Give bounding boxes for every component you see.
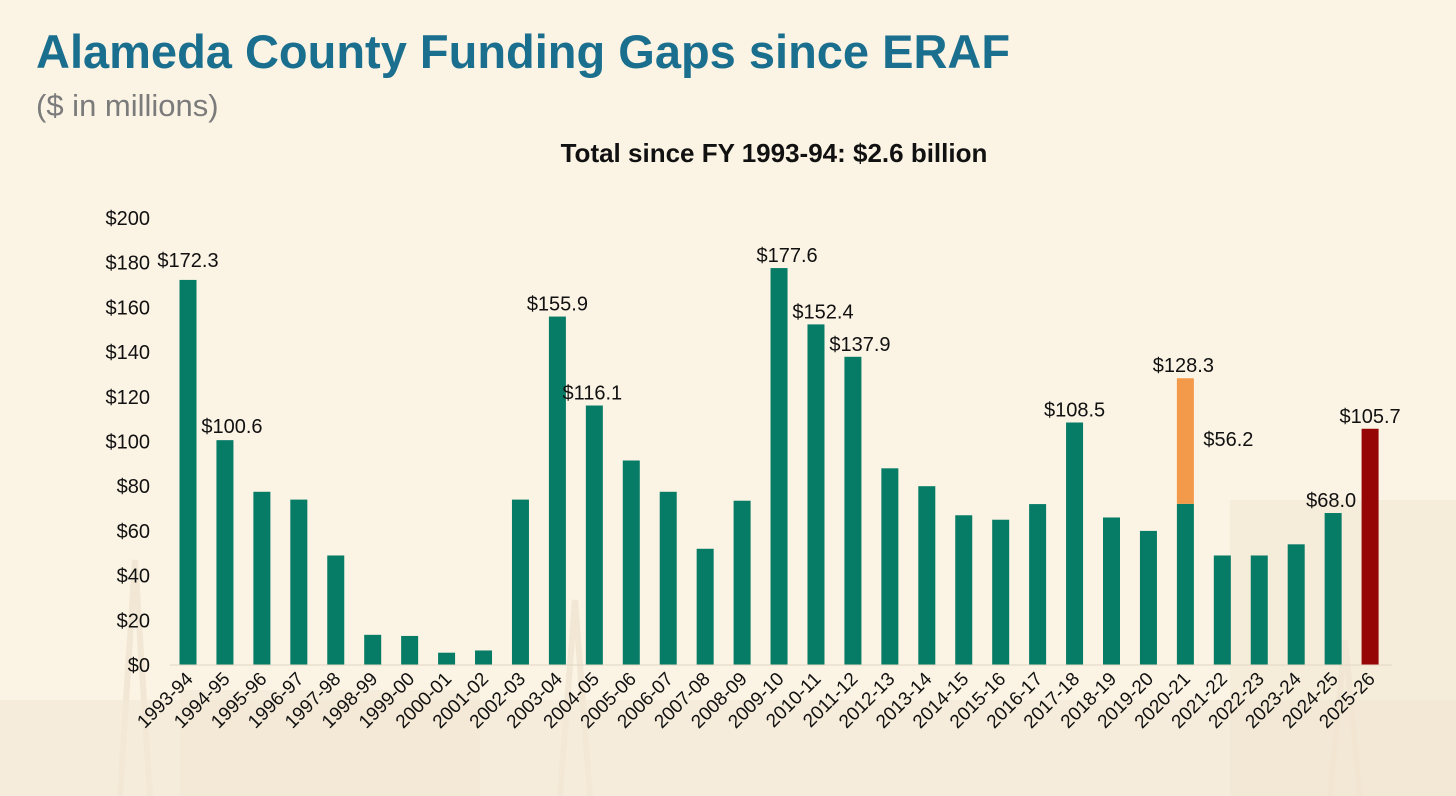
data-label-2009-10: $177.6 (756, 245, 817, 267)
data-label-2003-04: $155.9 (527, 294, 588, 316)
bar-2008-09 (733, 500, 751, 665)
bar-2003-04 (548, 316, 566, 665)
bar-2006-07 (659, 491, 677, 665)
bar-2024-25 (1324, 513, 1342, 665)
y-tick-label: $80 (117, 476, 150, 498)
y-tick-label: $40 (117, 566, 150, 588)
y-tick-label: $20 (117, 610, 150, 632)
bar-2025-26-segment-2 (1361, 428, 1379, 665)
data-label-2024-25: $68.0 (1306, 490, 1356, 512)
x-axis: 1993-941994-951995-961996-971997-981998-… (133, 664, 1392, 733)
y-tick-label: $100 (106, 432, 151, 454)
data-label-2011-12: $137.9 (829, 334, 890, 356)
bar-2010-11 (807, 324, 825, 665)
data-label-2010-11: $152.4 (792, 301, 853, 323)
bar-2011-12 (844, 356, 862, 665)
bar-2009-10 (770, 268, 788, 665)
bar-2001-02 (475, 650, 493, 665)
data-label-2025-26: $105.7 (1339, 406, 1400, 428)
data-label-2004-05: $116.1 (562, 383, 622, 405)
bar-1998-99 (364, 634, 382, 665)
bar-1993-94 (179, 279, 197, 665)
bar-2016-17 (1029, 504, 1047, 665)
bar-2023-24 (1287, 544, 1305, 665)
bar-2015-16 (992, 519, 1010, 665)
y-tick-label: $200 (106, 208, 151, 230)
data-label-1994-95: $100.6 (201, 416, 262, 438)
bar-2020-21-segment-1 (1176, 378, 1194, 504)
y-tick-label: $180 (106, 253, 151, 275)
chart-title: Total since FY 1993-94: $2.6 billion (560, 138, 988, 168)
y-tick-label: $160 (106, 297, 151, 319)
bar-1999-00 (401, 635, 419, 665)
bar-2017-18 (1066, 422, 1084, 665)
bar-1995-96 (253, 491, 271, 665)
bar-2021-22 (1213, 555, 1231, 665)
bar-2005-06 (622, 460, 640, 665)
bar-2000-01 (438, 652, 456, 665)
y-tick-label: $60 (117, 521, 150, 543)
y-tick-label: $140 (106, 342, 151, 364)
bar-2002-03 (511, 499, 529, 665)
y-axis: $0 $20 $40 $60 $80 $100 $120 $140 $160 $180 $200 (106, 208, 151, 677)
bars (179, 268, 1379, 665)
bar-2019-20 (1139, 530, 1157, 665)
bar-1996-97 (290, 499, 308, 665)
bar-1994-95 (216, 440, 234, 665)
bar-2012-13 (881, 468, 899, 665)
data-label-2017-18: $108.5 (1044, 400, 1105, 422)
data-labels: $172.3 $100.6 $155.9 $116.1 $177.6 $152.4 $137… (157, 245, 1400, 512)
page-subtitle: ($ in millions) (36, 88, 219, 123)
bar-2020-21 (1176, 503, 1194, 665)
page-title: Alameda County Funding Gaps since ERAF (36, 25, 1011, 78)
bar-2018-19 (1103, 517, 1120, 665)
bar-1997-98 (327, 555, 345, 665)
data-label-1993-94: $172.3 (157, 250, 218, 272)
bar-2013-14 (918, 486, 936, 665)
y-tick-label: $0 (128, 655, 150, 677)
data-label-2020-21: $128.3 (1153, 355, 1214, 377)
bar-2007-08 (696, 548, 714, 665)
y-tick-label: $120 (106, 387, 151, 409)
bar-2014-15 (955, 515, 973, 665)
bar-2022-23 (1250, 555, 1268, 665)
bar-2004-05 (585, 405, 603, 665)
data-label-2020-21: $56.2 (1203, 429, 1253, 451)
